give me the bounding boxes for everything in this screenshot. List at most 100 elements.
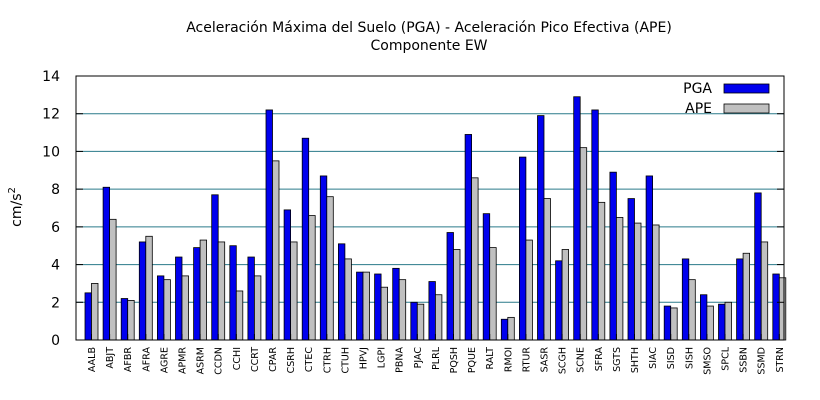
- bar-ape-rmoi: [507, 316, 515, 341]
- x-tick-label: SSMD: [757, 347, 768, 375]
- bar-pga-agre: [156, 275, 165, 341]
- x-tick-label: SHTH: [630, 347, 641, 373]
- bar-ape-apmr: [181, 275, 189, 341]
- bar-pga-hpvj: [356, 271, 364, 341]
- bar-pga-siac: [645, 175, 653, 341]
- x-tick-label: CCDN: [214, 347, 225, 375]
- x-tick-label: PJAC: [413, 347, 424, 369]
- bar-ape-lgpi: [380, 286, 389, 341]
- x-tick-label: PBNA: [395, 347, 406, 373]
- x-tick-label: SSBN: [739, 347, 750, 373]
- bar-pga-pque: [464, 134, 473, 341]
- bar-pga-ctuh: [337, 243, 346, 341]
- y-tick-label: 12: [42, 107, 60, 123]
- bar-ape-siac: [652, 224, 660, 341]
- y-axis-label: cm/s2: [7, 187, 25, 227]
- bar-pga-rtur: [519, 156, 527, 341]
- bar-pga-rmoi: [500, 318, 509, 341]
- bar-pga-asrm: [193, 247, 201, 341]
- x-tick-label: ASRM: [196, 347, 207, 374]
- x-tick-label: SGTS: [612, 347, 623, 372]
- x-tick-label: CCRT: [250, 347, 261, 372]
- bar-ape-ralt: [489, 247, 497, 341]
- bar-ape-hpvj: [362, 271, 370, 341]
- bar-pga-sfra: [591, 109, 599, 341]
- bar-pga-afbr: [120, 298, 129, 341]
- bar-ape-rtur: [525, 239, 533, 341]
- bar-pga-lgpi: [374, 273, 382, 341]
- bar-ape-pbna: [398, 279, 407, 341]
- bar-series: [84, 96, 787, 341]
- bar-pga-pqsh: [446, 232, 454, 341]
- x-tick-label: AGRE: [159, 347, 170, 373]
- bar-pga-strn: [772, 273, 780, 341]
- y-axis-label-base: cm/s: [9, 194, 25, 227]
- bar-ape-ccdn: [217, 241, 226, 341]
- x-tick-label: STRN: [775, 347, 786, 373]
- bar-pga-sasr: [537, 115, 545, 341]
- x-tick-label: CCHI: [232, 347, 243, 370]
- bar-pga-cpar: [265, 109, 273, 341]
- bar-ape-shth: [634, 222, 642, 341]
- chart-subtitle: Componente EW: [370, 38, 487, 54]
- bar-pga-shth: [627, 198, 635, 341]
- x-tick-label: ABJT: [105, 347, 116, 369]
- bar-pga-scgh: [555, 260, 563, 341]
- legend-label-ape: APE: [685, 101, 712, 117]
- x-tick-label: CTUH: [340, 347, 351, 374]
- bar-pga-pbna: [392, 267, 400, 341]
- x-tick-label: PQUE: [467, 347, 478, 373]
- x-tick-label: SIAC: [648, 347, 659, 369]
- x-tick-label: SCGH: [558, 347, 569, 374]
- bar-ape-ctec: [308, 215, 316, 341]
- x-tick-label: SASR: [540, 347, 551, 373]
- y-axis-label-sup: 2: [7, 187, 18, 193]
- x-tick-label: PLRL: [431, 346, 442, 370]
- bar-ape-asrm: [199, 239, 208, 341]
- bar-ape-afra: [145, 235, 153, 341]
- bar-ape-pque: [471, 177, 479, 341]
- bar-pga-afra: [138, 241, 147, 341]
- x-tick-label: SPCL: [721, 346, 732, 370]
- x-tick-label: SCNE: [576, 347, 587, 373]
- bar-ape-sgts: [616, 217, 624, 341]
- x-tick-label: SISH: [684, 347, 695, 369]
- x-tick-label: SMSO: [702, 347, 713, 375]
- bar-pga-ccrt: [247, 256, 255, 341]
- bar-pga-sisd: [663, 305, 672, 341]
- x-tick-label: AALB: [87, 347, 98, 372]
- x-tick-label: CTRH: [322, 347, 333, 373]
- bar-ape-cpar: [272, 160, 280, 341]
- bar-ape-sfra: [597, 201, 606, 341]
- bar-pga-plrl: [428, 281, 436, 341]
- x-tick-label: AFRA: [141, 347, 152, 372]
- bar-ape-sasr: [543, 198, 551, 341]
- x-tick-label: PQSH: [449, 347, 460, 373]
- bar-ape-cchi: [235, 290, 244, 341]
- bar-ape-strn: [778, 277, 787, 341]
- legend: PGA APE: [683, 81, 770, 117]
- bar-ape-plrl: [434, 294, 443, 341]
- bar-ape-pjac: [416, 303, 425, 341]
- y-tick-label: 2: [51, 295, 60, 311]
- bar-pga-csrh: [283, 209, 292, 341]
- bar-pga-ssmd: [754, 192, 762, 341]
- x-tick-label: CSRH: [286, 347, 297, 373]
- y-tick-label: 10: [42, 144, 60, 160]
- bar-ape-ctrh: [326, 196, 334, 341]
- bar-pga-sish: [681, 258, 690, 341]
- bar-pga-ralt: [482, 213, 491, 341]
- bar-ape-csrh: [290, 241, 298, 341]
- x-tick-label: RTUR: [521, 347, 532, 373]
- bar-ape-scgh: [561, 249, 569, 341]
- x-tick-label: CTEC: [304, 347, 315, 372]
- y-tick-label: 8: [51, 182, 60, 198]
- bar-pga-scne: [573, 96, 581, 341]
- bar-pga-spcl: [718, 303, 726, 341]
- bar-pga-apmr: [175, 256, 183, 341]
- bar-pga-aalb: [84, 292, 92, 341]
- x-tick-label: SFRA: [594, 347, 605, 372]
- bar-ape-agre: [163, 279, 171, 341]
- y-tick-label: 6: [51, 220, 60, 236]
- bar-ape-spcl: [724, 301, 732, 341]
